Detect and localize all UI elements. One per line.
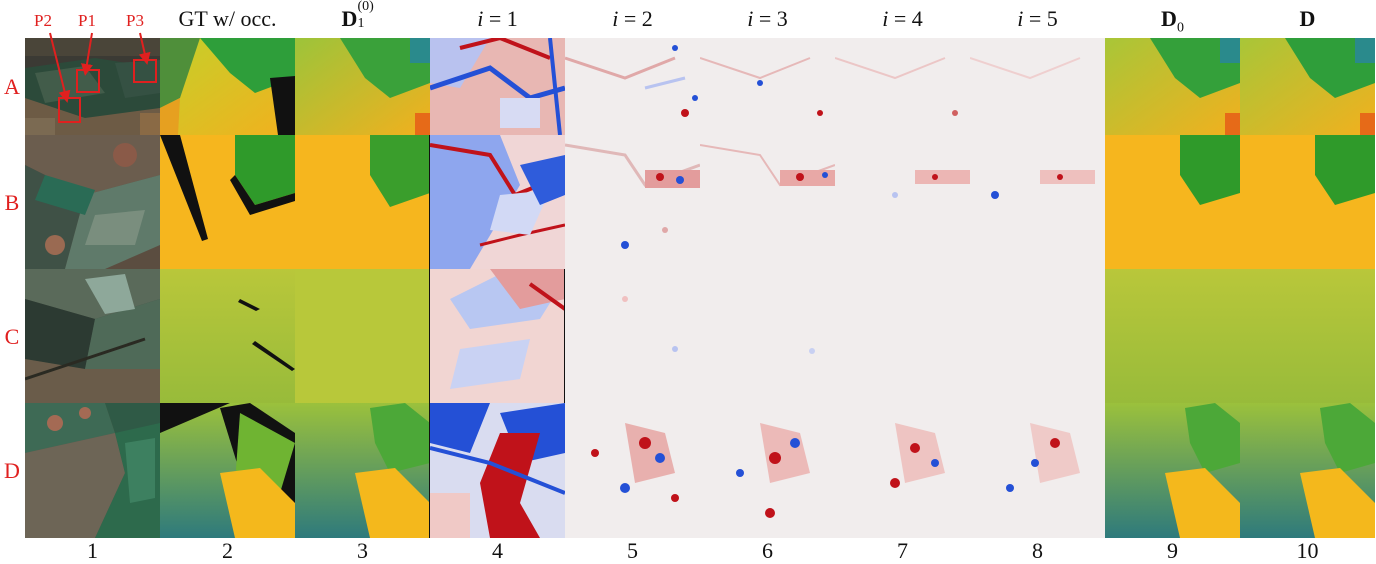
d-final-row-d: [1240, 403, 1375, 538]
col-number-2: 2: [222, 538, 233, 563]
err-i1-row-d: [430, 403, 565, 538]
patch-arrow-p1: [81, 32, 93, 76]
col-header-10-main: D: [1299, 6, 1316, 31]
gt-occ-row-a: [160, 38, 295, 135]
col-header-3-sub: 1: [357, 15, 365, 31]
col-header-8: i = 5: [970, 2, 1105, 36]
patch-label-p3: P3: [126, 11, 144, 30]
col-header-7-var: i: [882, 6, 889, 31]
err-i5-row-b: [970, 135, 1105, 269]
col-header-6: i = 3: [700, 2, 835, 36]
col-header-4-var: i: [477, 6, 484, 31]
col-number-7: 7: [897, 538, 908, 563]
err-i1-row-b: [430, 135, 565, 269]
col-header-5-text: = 2: [618, 6, 653, 31]
col-number-4: 4: [492, 538, 503, 563]
col-header-6-text: = 3: [753, 6, 788, 31]
col-header-5-var: i: [612, 6, 619, 31]
d1-init-row-d: [295, 403, 430, 538]
col-header-9-sub: 0: [1176, 20, 1184, 36]
patch-arrow-p2: [49, 32, 71, 103]
patch-label-p2: P2: [34, 11, 52, 30]
col-header-9-main: D: [1161, 6, 1177, 31]
col-number-9: 9: [1167, 538, 1178, 563]
col-header-2: GT w/ occ.: [178, 6, 277, 31]
col-header-3-main: D: [341, 6, 358, 31]
col-header-6-var: i: [747, 6, 754, 31]
col-number-1: 1: [87, 538, 98, 563]
err-i4-row-a: [835, 38, 970, 135]
err-i4-row-d: [835, 403, 970, 538]
photo-row-d: [25, 403, 160, 538]
err-i2-row-d: [565, 403, 700, 538]
col-number-10: 10: [1296, 538, 1319, 563]
d0-row-d: [1105, 403, 1240, 538]
gt-occ-row-c: [160, 269, 295, 403]
err-i5-row-a: [970, 38, 1105, 135]
col-number-8: 8: [1032, 538, 1043, 563]
separator-line: [429, 135, 430, 538]
err-i2-row-b: [565, 135, 700, 269]
patch-arrow-p3: [138, 32, 151, 65]
gt-occ-row-b: [160, 135, 295, 269]
d-final-row-b: [1240, 135, 1375, 269]
err-i3-row-d: [700, 403, 835, 538]
d1-init-row-b: [295, 135, 430, 269]
err-i4-row-c: [835, 269, 970, 403]
d-final-row-a: [1240, 38, 1375, 135]
err-i3-row-b: [700, 135, 835, 269]
err-i3-row-c: [700, 269, 835, 403]
col-header-8-var: i: [1017, 6, 1024, 31]
d-final-row-c: [1240, 269, 1375, 403]
err-i3-row-a: [700, 38, 835, 135]
d0-row-b: [1105, 135, 1240, 269]
col-header-3: D (0) 1: [295, 0, 430, 36]
photo-row-b: [25, 135, 160, 269]
col-header-5: i = 2: [565, 2, 700, 36]
col-header-8-text: = 5: [1023, 6, 1058, 31]
separator-line: [564, 269, 565, 403]
col-header-4: i = 1: [430, 2, 565, 36]
gt-occ-row-d: [160, 403, 295, 538]
d0-row-a: [1105, 38, 1240, 135]
row-label-b: B: [4, 190, 20, 215]
photo-row-c: [25, 269, 160, 403]
row-label-d: D: [4, 458, 20, 483]
err-i5-row-c: [970, 269, 1105, 403]
col-number-6: 6: [762, 538, 773, 563]
err-i1-row-a: [430, 38, 565, 135]
err-i2-row-c: [565, 269, 700, 403]
patch-label-p1: P1: [78, 11, 96, 30]
col-header-4-text: = 1: [483, 6, 518, 31]
col-header-10: D: [1240, 2, 1375, 36]
patch-arrows: [49, 32, 151, 103]
err-i2-row-a: [565, 38, 700, 135]
col-number-5: 5: [627, 538, 638, 563]
col-header-7-text: = 4: [888, 6, 923, 31]
d1-init-row-a: [295, 38, 430, 135]
col-header-7: i = 4: [835, 2, 970, 36]
d1-init-row-c: [295, 269, 430, 403]
row-label-a: A: [4, 74, 20, 99]
row-label-c: C: [4, 324, 20, 349]
err-i5-row-d: [970, 403, 1105, 538]
col-header-3-sup: (0): [357, 0, 374, 14]
d0-row-c: [1105, 269, 1240, 403]
col-number-3: 3: [357, 538, 368, 563]
err-i4-row-b: [835, 135, 970, 269]
err-i1-row-c: [430, 269, 565, 403]
col-header-9: D0: [1105, 2, 1240, 36]
